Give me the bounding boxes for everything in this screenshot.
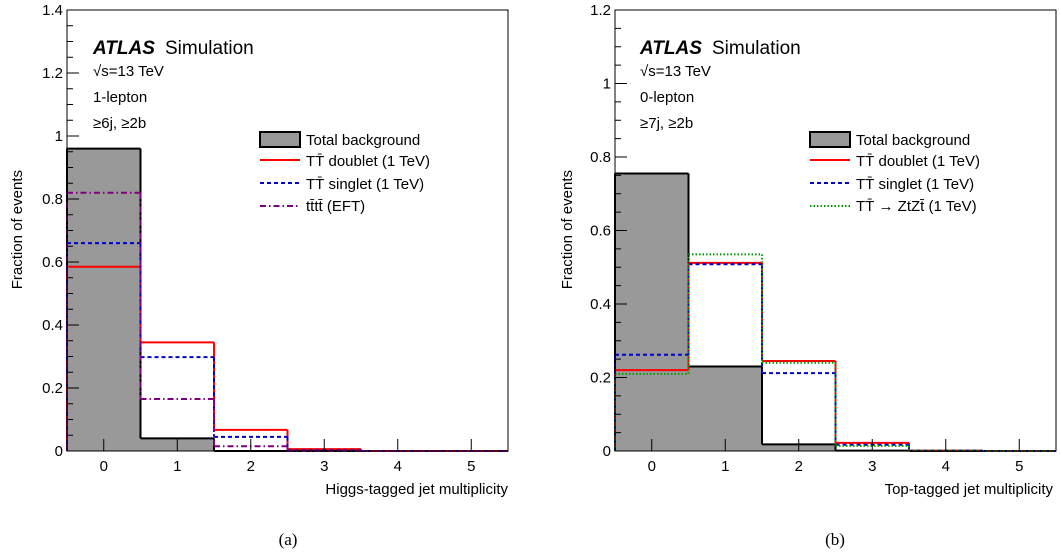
panel-b-atlas-label: ATLAS xyxy=(639,38,702,59)
panel-a-ytick-label-7: 1.4 xyxy=(42,2,63,19)
panel-a: 0 0.2 0.4 0.6 0.8 1 1.2 1.4 0 1 2 3 4 5 ATLAS Simula… xyxy=(9,2,509,549)
panel-a-channel-label: 1-lepton xyxy=(93,89,147,106)
panel-b-xtick-label-3: 3 xyxy=(868,458,876,475)
panel-a-atlas-label: ATLAS xyxy=(92,38,155,59)
panel-b: 0 0.2 0.4 0.6 0.8 1 1.2 0 1 2 3 4 5 ATLAS Simulatio… xyxy=(559,2,1057,549)
panel-a-energy-label: √s=13 TeV xyxy=(93,63,164,80)
panel-b-xtick-label-4: 4 xyxy=(942,458,950,475)
panel-a-ytick-label-4: 0.8 xyxy=(42,191,63,208)
panel-b-bar-bkg-1 xyxy=(688,366,762,451)
panel-b-legend: Total background TT̄ doublet (1 TeV) TT̄… xyxy=(809,131,980,215)
panel-b-legend-marker-bkg xyxy=(809,131,851,148)
panel-a-ytick-label-3: 0.6 xyxy=(42,254,63,271)
panel-b-ytick-label-1: 0.2 xyxy=(590,370,611,387)
panel-b-bar-bkg-0 xyxy=(615,173,689,451)
panel-a-xtick-label-2: 2 xyxy=(247,458,255,475)
panel-b-caption: (b) xyxy=(825,530,845,549)
panel-b-selection-label: ≥7j, ≥2b xyxy=(640,115,693,132)
panel-a-legend-eft: tt̄tt̄ (EFT) xyxy=(306,198,365,215)
panel-b-channel-label: 0-lepton xyxy=(640,89,694,106)
panel-b-ytick-label-6: 1.2 xyxy=(590,2,611,19)
panel-a-xtick-label-1: 1 xyxy=(173,458,181,475)
panel-b-ytick-label-5: 1 xyxy=(603,76,611,93)
panel-a-selection-label: ≥6j, ≥2b xyxy=(93,115,146,132)
panel-b-ytick-label-0: 0 xyxy=(603,443,611,460)
panel-b-ytick-label-2: 0.4 xyxy=(590,296,611,313)
panel-b-energy-label: √s=13 TeV xyxy=(640,63,711,80)
panel-a-y-ticks: 0 0.2 0.4 0.6 0.8 1 1.2 1.4 xyxy=(42,2,79,460)
panel-b-x-ticks: 0 1 2 3 4 5 xyxy=(648,439,1023,475)
panel-b-legend-singlet: TT̄ singlet (1 TeV) xyxy=(856,176,974,193)
panel-b-y-axis-title: Fraction of events xyxy=(559,170,576,289)
panel-a-ytick-label-6: 1.2 xyxy=(42,65,63,82)
panel-a-legend: Total background TT̄ doublet (1 TeV) TT̄… xyxy=(259,131,430,215)
panel-b-xtick-label-0: 0 xyxy=(648,458,656,475)
panel-a-ytick-label-2: 0.4 xyxy=(42,317,63,334)
panel-b-xtick-label-1: 1 xyxy=(721,458,729,475)
panel-a-caption: (a) xyxy=(279,530,298,549)
panel-b-ytick-label-4: 0.8 xyxy=(590,149,611,166)
panel-b-xtick-label-5: 5 xyxy=(1015,458,1023,475)
panel-a-xtick-label-4: 4 xyxy=(394,458,402,475)
panel-a-ytick-label-5: 1 xyxy=(55,128,63,145)
panel-a-xtick-label-3: 3 xyxy=(320,458,328,475)
panel-b-x-axis-title: Top-tagged jet multiplicity xyxy=(885,481,1054,498)
panel-a-legend-doublet: TT̄ doublet (1 TeV) xyxy=(306,153,430,170)
panel-a-y-axis-title: Fraction of events xyxy=(9,170,26,289)
panel-a-simulation-label: Simulation xyxy=(165,38,254,59)
panel-a-legend-singlet: TT̄ singlet (1 TeV) xyxy=(306,176,424,193)
panel-b-legend-ztzt: TT̄ → ZtZt̄ (1 TeV) xyxy=(856,198,977,215)
panel-a-bar-bkg-0 xyxy=(67,148,141,451)
panel-a-legend-marker-bkg xyxy=(259,131,301,148)
panel-a-xtick-label-0: 0 xyxy=(100,458,108,475)
panel-a-xtick-label-5: 5 xyxy=(467,458,475,475)
panel-b-legend-doublet: TT̄ doublet (1 TeV) xyxy=(856,153,980,170)
panel-a-x-axis-title: Higgs-tagged jet multiplicity xyxy=(325,481,508,498)
panel-a-ytick-label-0: 0 xyxy=(55,443,63,460)
panel-b-xtick-label-2: 2 xyxy=(795,458,803,475)
panel-a-x-ticks: 0 1 2 3 4 5 xyxy=(100,439,475,475)
panel-b-simulation-label: Simulation xyxy=(712,38,801,59)
panel-a-ytick-label-1: 0.2 xyxy=(42,380,63,397)
panel-b-ytick-label-3: 0.6 xyxy=(590,223,611,240)
panel-a-legend-bkg: Total background xyxy=(306,132,420,149)
panel-b-legend-bkg: Total background xyxy=(856,132,970,149)
panel-b-y-ticks: 0 0.2 0.4 0.6 0.8 1 1.2 xyxy=(590,2,627,460)
